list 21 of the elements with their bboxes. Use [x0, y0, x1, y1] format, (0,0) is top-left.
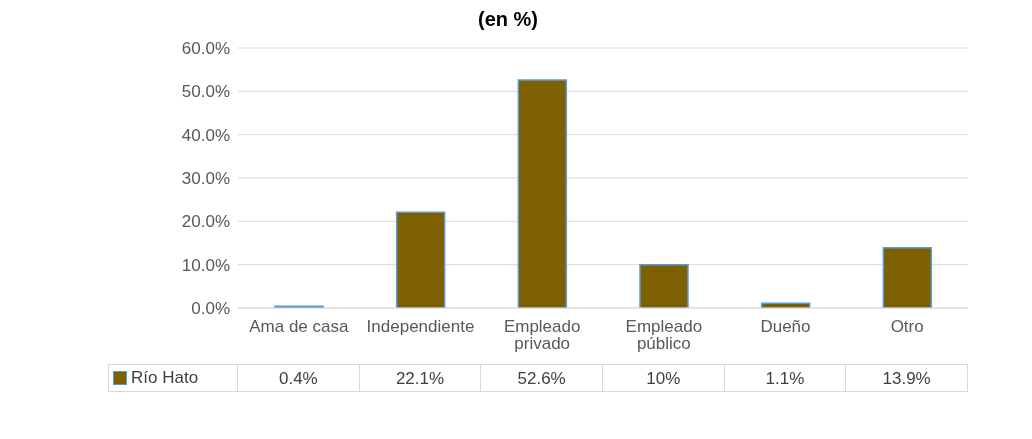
y-tick-label: 50.0%: [181, 82, 230, 102]
y-tick-label: 40.0%: [181, 125, 230, 145]
legend-label: Río Hato: [131, 367, 199, 389]
data-label: 13.9%: [846, 364, 968, 392]
x-tick-label: Empleado privado: [503, 317, 581, 354]
x-tick-label: Ama de casa: [249, 317, 349, 337]
data-label: 52.6%: [481, 364, 603, 392]
x-tick-label: Dueño: [760, 317, 811, 337]
x-tick-label: Otro: [890, 317, 924, 337]
y-tick-label: 30.0%: [181, 169, 230, 189]
chart-title: (en %): [477, 8, 539, 32]
y-tick-label: 60.0%: [181, 39, 230, 59]
x-tick-label: Empleado público: [625, 317, 703, 354]
data-label: 22.1%: [359, 364, 482, 392]
y-tick-label: 0.0%: [191, 299, 230, 319]
data-label: 1.1%: [724, 364, 847, 392]
y-tick-label: 10.0%: [181, 255, 230, 275]
y-tick-label: 20.0%: [181, 212, 230, 232]
data-label: 0.4%: [238, 364, 360, 392]
data-label: 10%: [602, 364, 725, 392]
x-tick-label: Independiente: [366, 317, 475, 337]
